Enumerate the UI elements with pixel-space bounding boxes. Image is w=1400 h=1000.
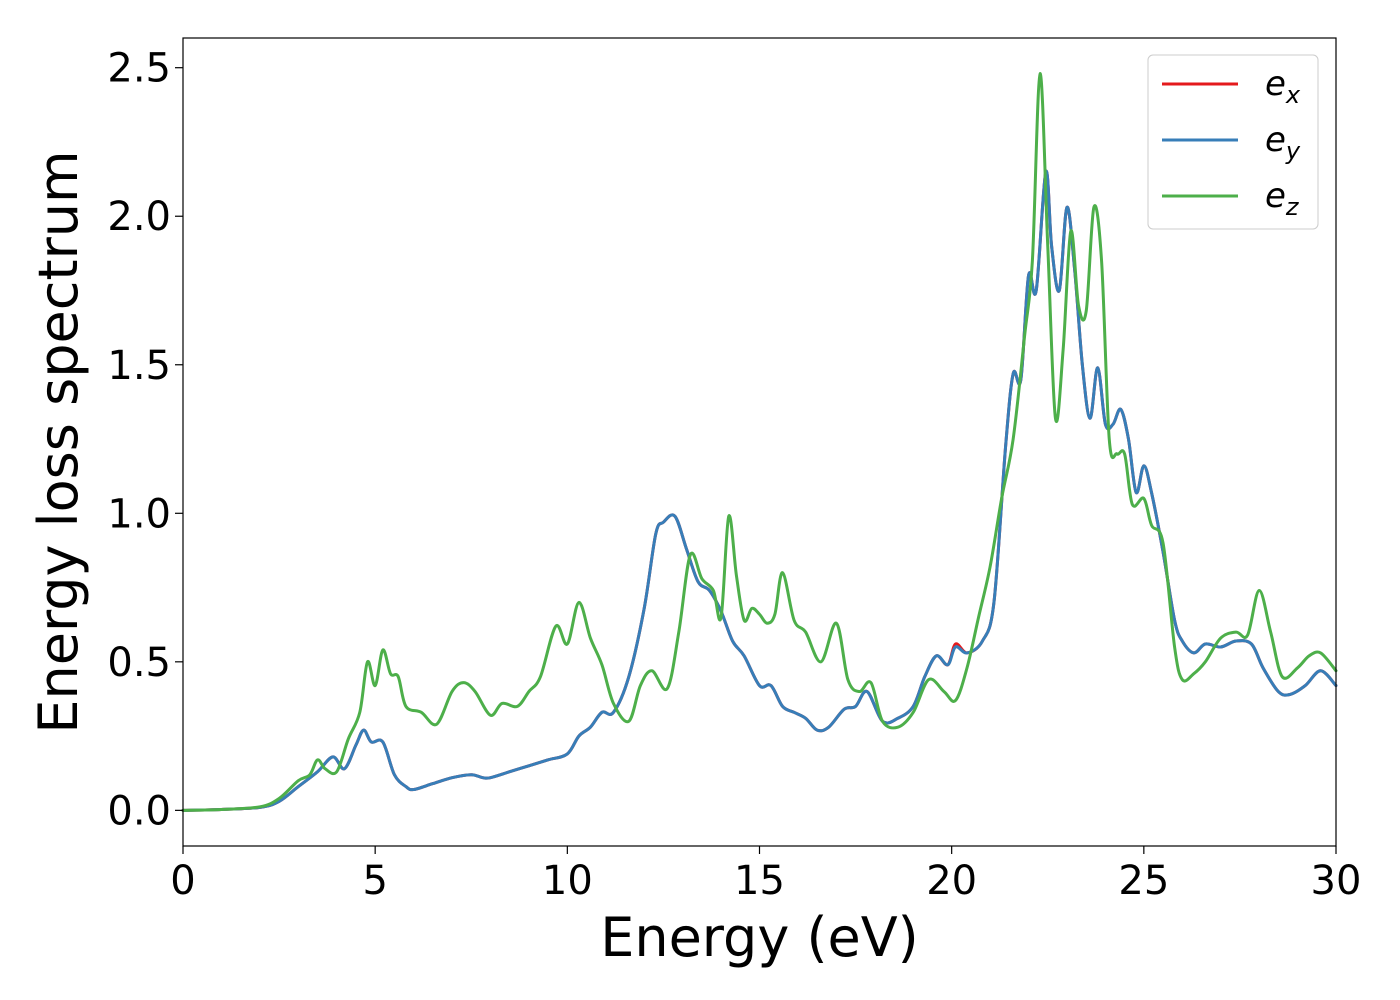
legend-label-base: e (1265, 176, 1286, 216)
legend-label-subscript: z (1285, 193, 1300, 221)
x-tick-label: 5 (362, 858, 387, 904)
y-tick-label: 1.0 (107, 491, 171, 537)
series-layer (181, 72, 1338, 812)
legend-label-subscript: y (1285, 137, 1301, 165)
series-line-e-y (181, 169, 1338, 812)
y-axis: 0.0 0.5 1.0 1.5 2.0 2.5 (107, 46, 183, 834)
legend-frame (1147, 54, 1319, 230)
y-tick-label: 0.5 (107, 640, 171, 686)
y-tick-label: 2.5 (107, 46, 171, 92)
legend-label: ez (1265, 176, 1300, 221)
x-tick-label: 15 (734, 858, 785, 904)
legend-entry-e-z: ez (1162, 176, 1300, 221)
y-tick-label: 1.5 (107, 343, 171, 389)
legend-label-base: e (1265, 64, 1286, 104)
x-tick-label: 0 (170, 858, 195, 904)
series-line-e-z (181, 72, 1338, 812)
x-tick-label: 25 (1118, 858, 1169, 904)
y-tick-label: 2.0 (107, 194, 171, 240)
x-tick-label: 10 (542, 858, 593, 904)
legend-entry-e-y: ey (1162, 120, 1301, 165)
y-tick-label: 0.0 (107, 788, 171, 834)
y-axis-label: Energy loss spectrum (27, 150, 90, 733)
legend-label-base: e (1265, 120, 1286, 160)
x-tick-label: 20 (926, 858, 977, 904)
legend-entry-e-x: ex (1162, 64, 1301, 109)
x-axis: 0 5 10 15 20 25 30 (170, 846, 1361, 904)
x-axis-label: Energy (eV) (600, 906, 919, 969)
legend-label: ey (1265, 120, 1301, 165)
legend-label-subscript: x (1285, 81, 1301, 109)
x-tick-label: 30 (1311, 858, 1362, 904)
legend-label: ex (1265, 64, 1301, 109)
